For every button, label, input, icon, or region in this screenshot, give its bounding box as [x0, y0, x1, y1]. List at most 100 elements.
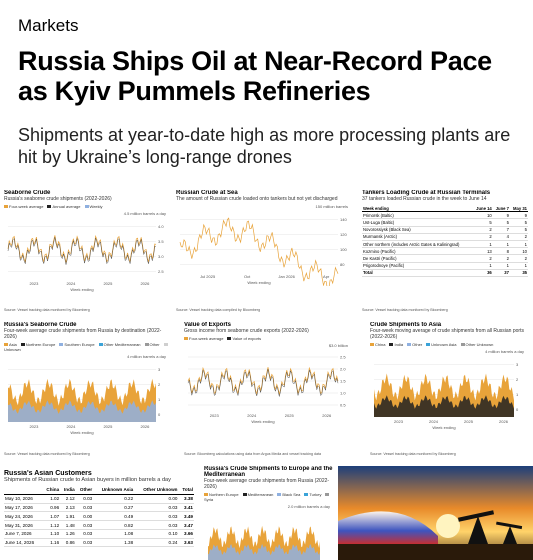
legend-label: Other Unknown	[465, 342, 494, 347]
legend-item: Turkey	[304, 492, 321, 497]
cell: 10	[472, 211, 493, 220]
table-header: Week ending June 14 June 7 May 31	[362, 205, 528, 213]
cell: 3.66	[178, 529, 194, 539]
legend-item: Other Mediterranean	[98, 342, 141, 347]
legend-item: Black Sea	[277, 492, 300, 497]
cell: 35	[509, 269, 528, 277]
x-tick-label: 2026	[499, 419, 509, 424]
legend-label: Four-week average	[189, 336, 224, 341]
legend-item: Annual average	[47, 204, 81, 209]
legend-item: Four-week average	[4, 204, 43, 209]
x-tick-label: 2023	[29, 281, 39, 286]
plot: $3.0 billion 2.5 2.0 1.5 1.0 0.5 2023 2024 2025 2…	[187, 343, 348, 424]
legend-swatch	[389, 343, 394, 346]
table-row: Murmansk (Arctic) 2 4 2	[362, 233, 528, 241]
panel-title: Russian Crude at Sea	[176, 190, 238, 196]
cell: 1	[472, 240, 493, 249]
panel: Russia's Asian Customers Shipments of Ru…	[4, 470, 194, 560]
cell: 13	[472, 247, 493, 256]
cell: 1	[492, 240, 510, 249]
table-row: De Kastri (Pacific) 2 2 2	[362, 254, 528, 263]
x-tick-label: 2025	[285, 413, 295, 418]
unit-label: 4 million barrels a day	[485, 349, 524, 354]
cell: 3.63	[178, 538, 194, 548]
legend: Four-week average Value of exports	[184, 336, 352, 341]
cell: 9	[509, 211, 528, 220]
x-tick-label: 2023	[29, 424, 39, 429]
column-header: Total	[178, 486, 194, 495]
panel: Value of Exports Gross income from seabor…	[184, 322, 352, 456]
x-tick-label: 2025	[103, 281, 113, 286]
x-axis-label: Week ending	[251, 419, 274, 424]
legend-swatch	[20, 343, 25, 346]
cell: 2	[492, 254, 510, 263]
cell: 2	[509, 233, 528, 241]
x-axis-label: Week ending	[70, 430, 93, 435]
y-tick-label: 3.5	[158, 239, 164, 244]
legend-swatch	[227, 337, 232, 340]
source: Source: Vessel tracking data monitored b…	[370, 452, 456, 456]
legend-swatch	[304, 493, 309, 496]
column-header: Week ending	[362, 205, 473, 213]
column-header	[4, 486, 43, 495]
x-axis-label: Week ending	[70, 287, 93, 292]
y-tick-label: 80	[340, 262, 345, 267]
column-header: May 31	[509, 205, 528, 213]
line	[187, 366, 339, 396]
cell: 2	[509, 254, 528, 263]
x-axis-label: Week ending	[247, 280, 270, 285]
cell: June 14, 2026	[4, 538, 43, 548]
cell: 0.03	[75, 520, 94, 530]
cell: Novorossiysk (Black Sea)	[362, 226, 473, 234]
cell: De Kastri (Pacific)	[362, 254, 473, 263]
x-tick-label: Jul 2025	[200, 274, 216, 279]
table-row: Primorsk (Baltic) 10 9 9	[362, 211, 528, 220]
cell: Ust-Luga (Baltic)	[362, 218, 473, 227]
panel-subtitle: Russia's seaborne crude shipments (2022-…	[4, 196, 112, 202]
legend-item: Unknown	[4, 342, 169, 352]
table-row: Novorossiysk (Black Sea) 2 7 5	[362, 226, 528, 234]
table-row: May 17, 2026 0.96 2.13 0.03 0.27 0.03 3.41	[4, 503, 194, 513]
cell: 1.91	[60, 511, 76, 522]
x-tick-label: 2025	[464, 419, 474, 424]
cell: May 31, 2026	[4, 520, 43, 530]
legend-swatch	[184, 337, 188, 340]
cell: 0.03	[134, 520, 179, 530]
cell: 37	[492, 269, 510, 277]
legend-swatch	[460, 343, 465, 346]
legend-label: Southern Europe	[64, 342, 95, 347]
cell: Primorsk (Baltic)	[362, 211, 473, 220]
panel-title: Tankers Loading Crude at Russian Termina…	[362, 190, 491, 196]
cell: 1	[509, 262, 528, 270]
cell: 1.10	[42, 529, 61, 539]
source: Source: Vessel tracking data monitored b…	[362, 308, 448, 312]
column-header: Other Unknown	[134, 486, 179, 495]
headline: Russia Ships Oil at Near-Record Pace as …	[18, 46, 492, 106]
legend-label: Annual average	[52, 204, 81, 209]
cell: 0.96	[42, 503, 61, 513]
y-tick-label: 2	[158, 382, 161, 387]
table-header: China India Other Unknown Asia Other Unknown…	[4, 486, 194, 495]
legend-label: India	[394, 342, 404, 347]
cell: 1.38	[93, 538, 135, 548]
table-row: June 14, 2026 1.16 0.86 0.03 1.38 0.24 3.63	[4, 538, 194, 548]
x-tick-label: Jan 2026	[278, 274, 295, 279]
x-tick-label: 2026	[140, 424, 150, 429]
cell: 0.22	[93, 494, 135, 504]
cell: 3.38	[178, 494, 194, 504]
y-tick-label: 2.0	[340, 367, 346, 372]
source: Source: Vessel tracking data compiled by…	[176, 308, 261, 312]
legend-label: Weekly	[89, 204, 103, 209]
unit-label: $3.0 billion	[329, 343, 348, 348]
y-tick-label: 120	[340, 232, 347, 237]
legend-label: Other Mediterranean	[103, 342, 141, 347]
cell: 1.16	[42, 538, 61, 548]
cell: 2	[472, 233, 493, 241]
cell: 1	[472, 262, 493, 270]
table-row: Prigorodnoye (Pacific) 1 1 1	[362, 262, 528, 270]
panel-subtitle: Four-week moving average of crude shipme…	[370, 328, 524, 340]
x-tick-label: 2026	[140, 281, 150, 286]
cell: 0.49	[93, 511, 135, 522]
cell: 0.00	[134, 494, 179, 504]
